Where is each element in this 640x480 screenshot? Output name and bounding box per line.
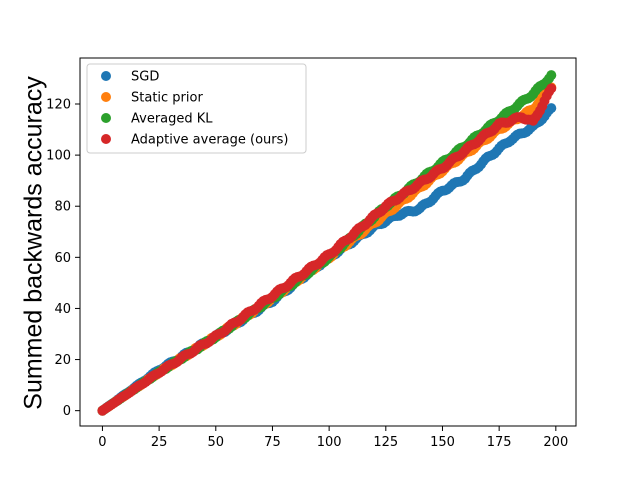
legend: SGD Static prior Averaged KL Adaptive avera… <box>86 63 307 154</box>
x-tick-label: 100 <box>317 435 342 450</box>
legend-box <box>86 63 307 154</box>
legend-label: Averaged KL <box>131 112 213 127</box>
x-tick-label: 0 <box>98 435 106 450</box>
legend-label: Static prior <box>131 91 203 106</box>
legend-item: SGD <box>101 70 159 85</box>
legend-marker <box>101 134 111 144</box>
y-tick-label: 80 <box>54 200 71 215</box>
plot-frame <box>79 57 577 427</box>
x-tick-label: 175 <box>487 435 512 450</box>
data-point <box>546 83 557 94</box>
x-tick-label: 125 <box>373 435 398 450</box>
legend-item: Adaptive average (ours) <box>101 133 288 148</box>
y-axis: 0 20 40 60 80 100 120 <box>46 98 80 419</box>
legend-item: Static prior <box>101 91 203 106</box>
y-tick-label: 120 <box>46 98 71 113</box>
data-point <box>546 103 557 114</box>
y-tick-label: 60 <box>54 251 71 266</box>
y-tick-label: 100 <box>46 149 71 164</box>
y-tick-label: 20 <box>54 353 71 368</box>
x-tick-label: 50 <box>208 435 225 450</box>
x-tick-label: 25 <box>151 435 168 450</box>
x-tick-label: 200 <box>543 435 568 450</box>
x-tick-label: 75 <box>264 435 281 450</box>
data-point <box>546 70 557 81</box>
legend-label: Adaptive average (ours) <box>131 133 288 148</box>
legend-marker <box>101 71 111 81</box>
data-points <box>97 70 557 416</box>
series-3 <box>97 83 557 416</box>
legend-item: Averaged KL <box>101 112 213 127</box>
legend-label: SGD <box>131 70 159 85</box>
y-tick-label: 40 <box>54 302 71 317</box>
legend-marker <box>101 113 111 123</box>
legend-marker <box>101 92 111 102</box>
x-axis: 0 25 50 75 100 125 150 175 200 <box>98 426 568 450</box>
y-tick-label: 0 <box>63 404 71 419</box>
y-axis-label: Summed backwards accuracy <box>20 76 48 410</box>
x-tick-label: 150 <box>430 435 455 450</box>
